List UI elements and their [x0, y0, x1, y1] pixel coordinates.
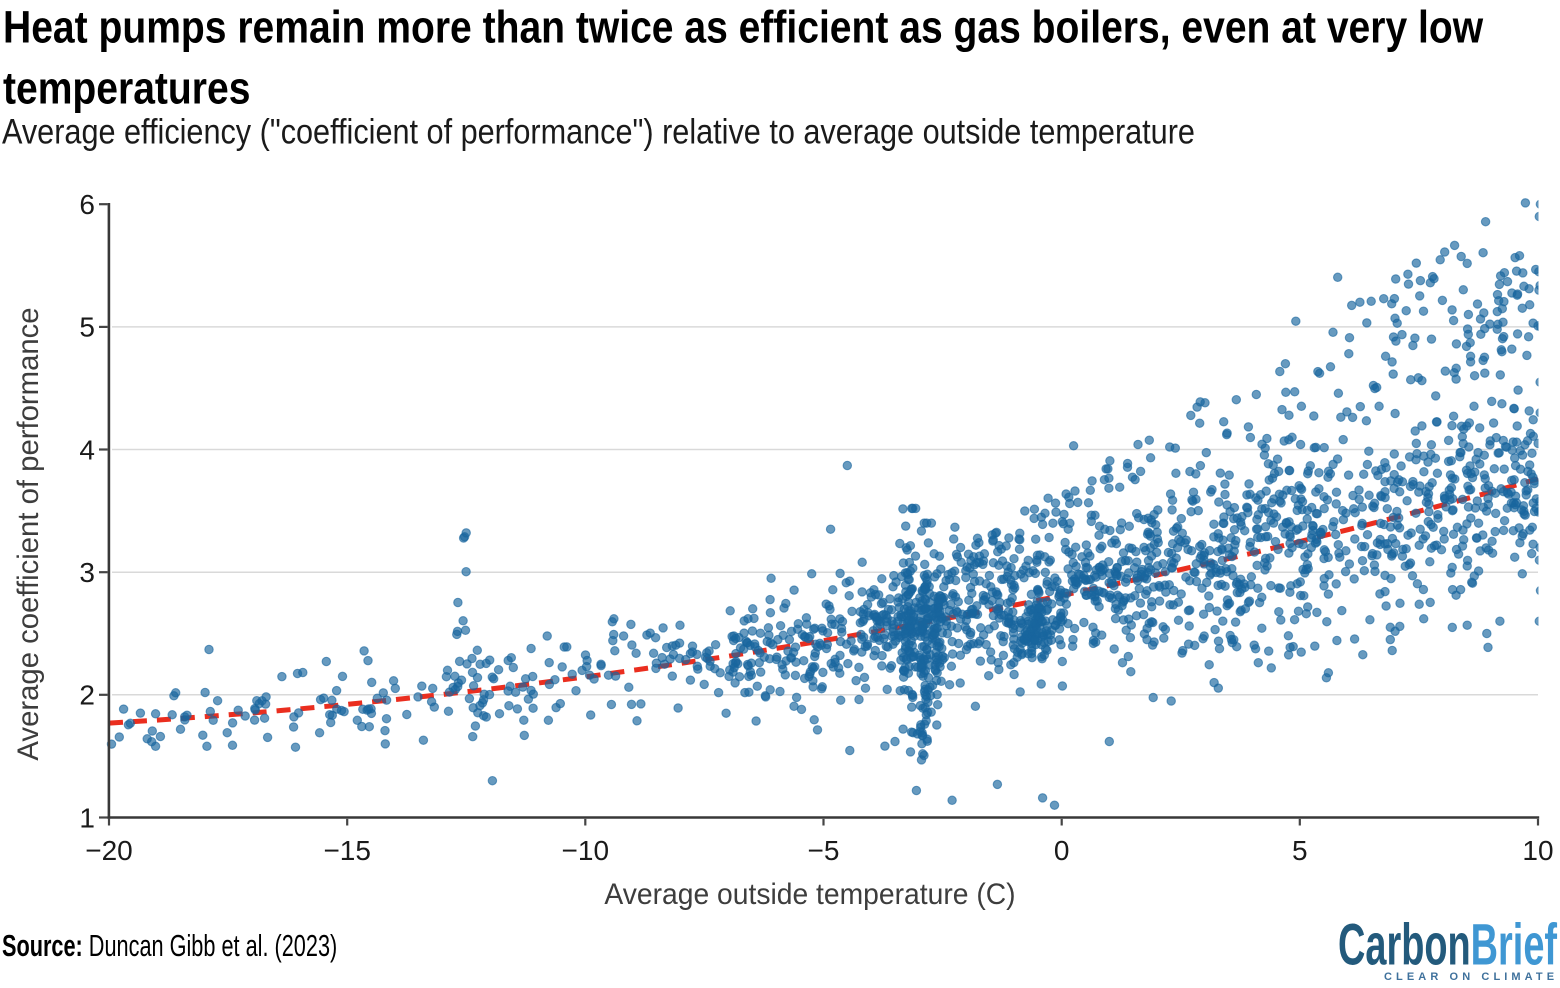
svg-text:4: 4	[79, 434, 95, 465]
svg-text:0: 0	[1054, 835, 1070, 866]
svg-text:2: 2	[79, 680, 95, 711]
svg-text:1: 1	[79, 802, 95, 833]
svg-text:Source: Duncan Gibb et al. (20: Source: Duncan Gibb et al. (2023)	[2, 928, 337, 963]
svg-text:10: 10	[1522, 835, 1553, 866]
svg-text:3: 3	[79, 557, 95, 588]
svg-text:temperatures: temperatures	[3, 63, 250, 113]
svg-text:CLEAR ON CLIMATE: CLEAR ON CLIMATE	[1384, 971, 1558, 983]
svg-text:5: 5	[1292, 835, 1308, 866]
svg-text:6: 6	[79, 189, 95, 220]
svg-text:Average outside temperature (C: Average outside temperature (C)	[604, 878, 1015, 911]
svg-text:CarbonBrief: CarbonBrief	[1338, 914, 1558, 978]
svg-text:−5: −5	[808, 835, 840, 866]
svg-text:Heat pumps remain more than tw: Heat pumps remain more than twice as eff…	[3, 2, 1483, 52]
svg-text:Average efficiency ("coefficie: Average efficiency ("coefficient of perf…	[2, 112, 1195, 151]
svg-text:Average coefficient of perform: Average coefficient of performance	[12, 307, 45, 760]
svg-text:5: 5	[79, 312, 95, 343]
svg-text:−10: −10	[562, 835, 610, 866]
svg-text:−20: −20	[85, 835, 133, 866]
svg-text:−15: −15	[323, 835, 371, 866]
